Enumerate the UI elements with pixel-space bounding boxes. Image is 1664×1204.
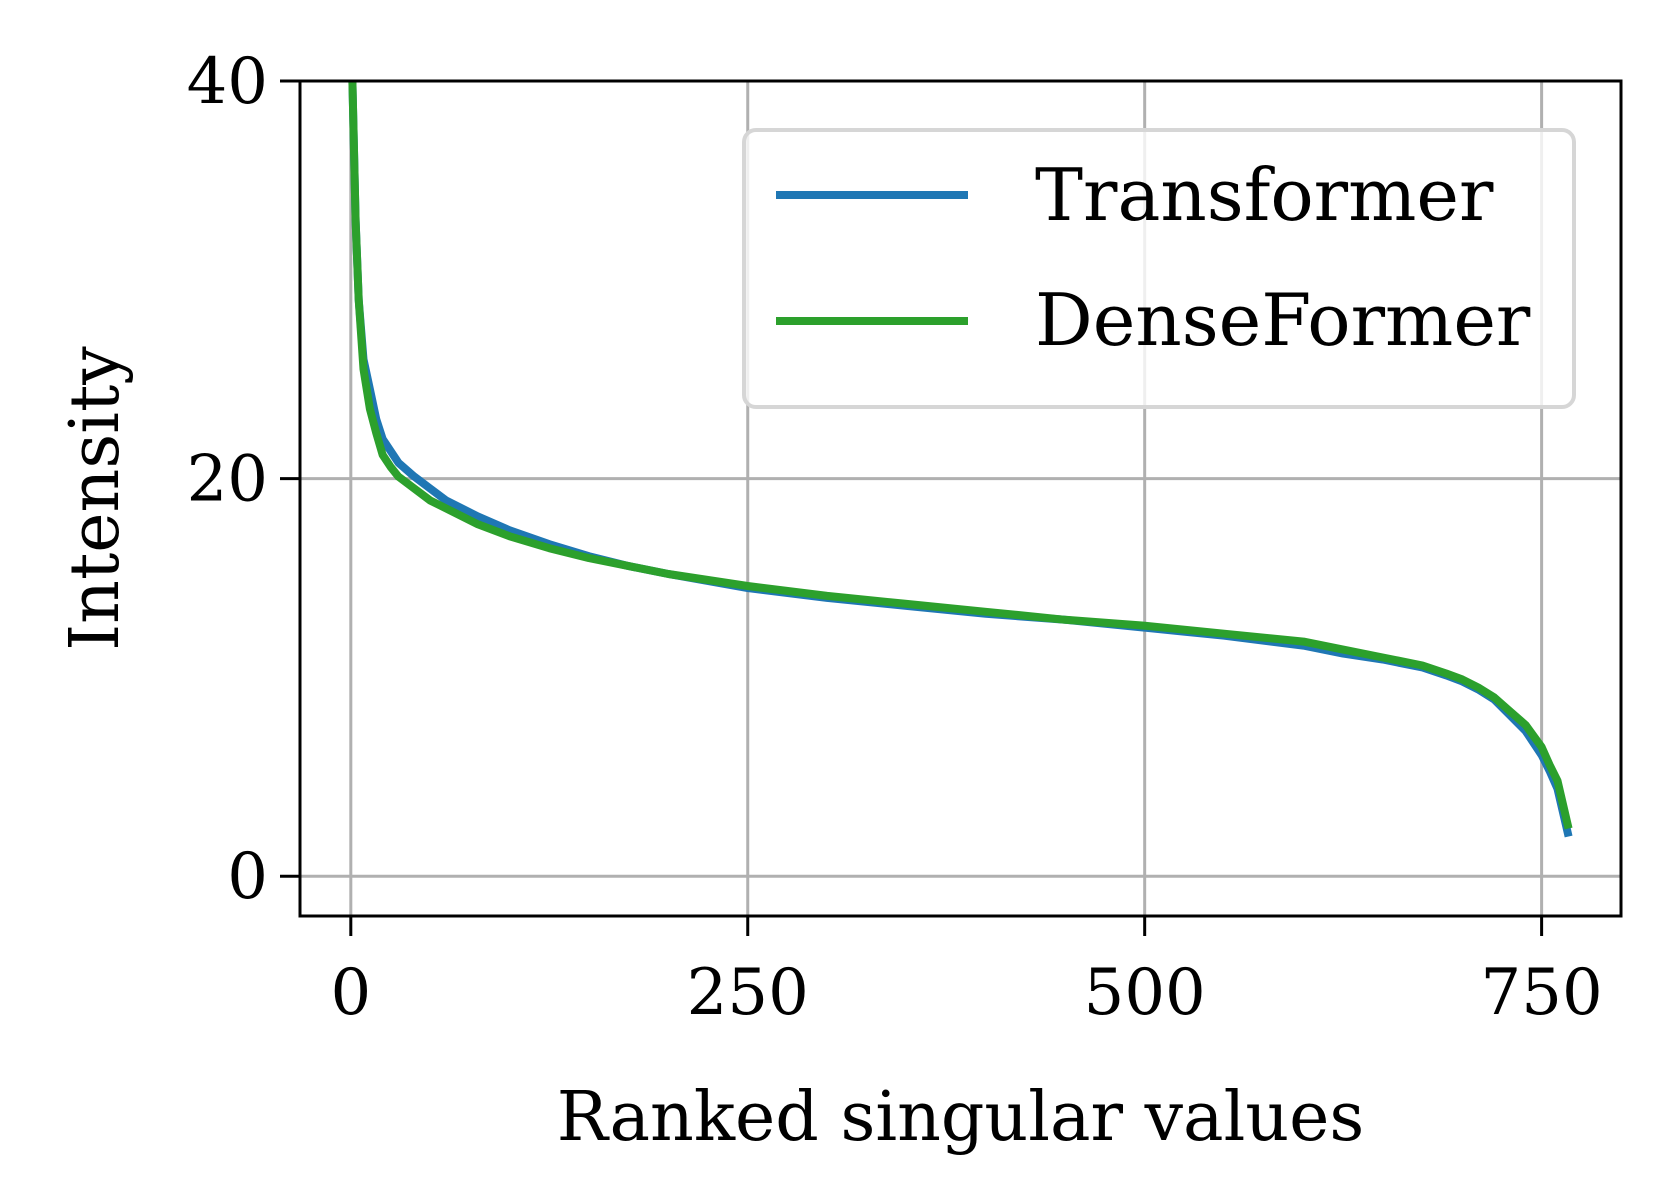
y-axis-label: Intensity [56,346,135,651]
legend-box [742,128,1576,409]
x-tick-label-2: 500 [1084,956,1206,1030]
y-tick-label-2: 40 [187,45,268,119]
series-line-denseformer [348,80,1573,830]
y-tick-label-1: 20 [187,443,268,517]
x-axis-label: Ranked singular values [557,1078,1365,1157]
x-tick-label-0: 0 [330,956,371,1030]
legend: Transformer DenseFormer [742,128,1576,409]
plot-lines [348,80,1573,838]
x-tick-label-3: 750 [1481,956,1603,1030]
ticks: 0 250 500 750 0 20 40 [187,45,1603,1030]
legend-label-transformer: Transformer [1035,153,1494,237]
x-tick-label-1: 250 [687,956,809,1030]
plot-frame [298,79,1623,918]
legend-label-denseformer: DenseFormer [1035,278,1531,362]
y-tick-label-0: 0 [227,840,268,914]
